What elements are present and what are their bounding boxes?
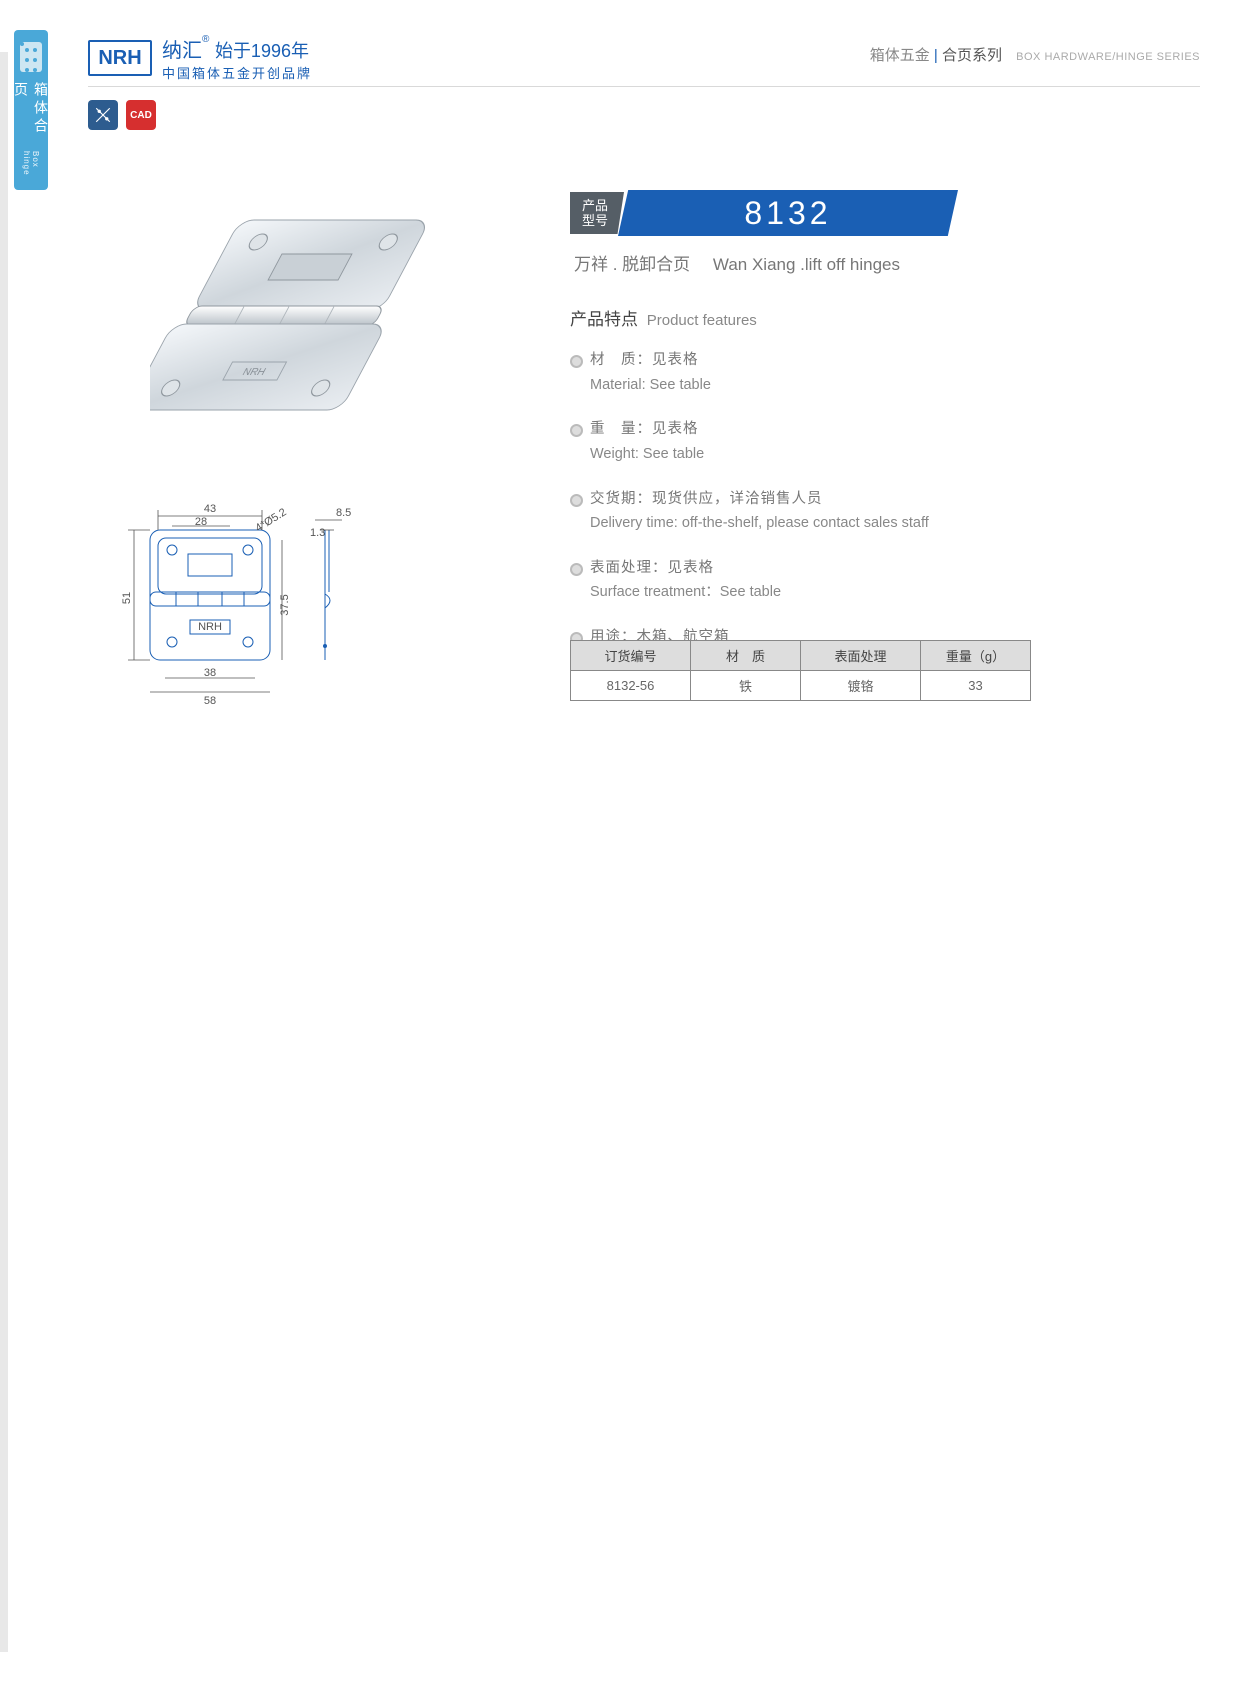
crumb-en: BOX HARDWARE/HINGE SERIES bbox=[1016, 51, 1200, 63]
table-header: 表面处理 bbox=[801, 641, 921, 671]
feature-item: 表面处理：见表格Surface treatment：See table bbox=[570, 556, 1150, 605]
crumb-zh1: 箱体五金 bbox=[870, 47, 930, 64]
subtitle-zh: 万祥 . 脱卸合页 bbox=[574, 255, 690, 274]
logo-since: 始于1996年 bbox=[215, 41, 309, 61]
cad-icon: CAD bbox=[126, 100, 156, 130]
model-row: 产品 型号 8132 bbox=[570, 190, 1150, 236]
feature-zh: 重 量：见表格 bbox=[590, 417, 1150, 442]
header-rule bbox=[88, 86, 1200, 87]
reg-mark: ® bbox=[202, 34, 209, 45]
feat-head-en: Product features bbox=[647, 312, 757, 329]
table-header: 重量（g） bbox=[921, 641, 1031, 671]
feature-zh: 表面处理：见表格 bbox=[590, 556, 1150, 581]
subtitle: 万祥 . 脱卸合页 Wan Xiang .lift off hinges bbox=[574, 250, 1150, 275]
table-cell: 33 bbox=[921, 671, 1031, 701]
table-cell: 镀铬 bbox=[801, 671, 921, 701]
feature-en: Surface treatment：See table bbox=[590, 580, 1150, 605]
features-heading: 产品特点 Product features bbox=[570, 305, 1150, 330]
feature-item: 重 量：见表格Weight: See table bbox=[570, 417, 1150, 466]
product-image: NRH bbox=[150, 190, 460, 440]
dim-85: 8.5 bbox=[336, 507, 351, 519]
badge-row: CAD bbox=[88, 100, 156, 130]
left-stripe bbox=[0, 52, 8, 1652]
logo-brand: 纳汇 bbox=[162, 40, 202, 62]
table-header: 材 质 bbox=[691, 641, 801, 671]
dim-holes: 4*Ø5.2 bbox=[253, 506, 288, 534]
breadcrumb: 箱体五金 | 合页系列 BOX HARDWARE/HINGE SERIES bbox=[870, 44, 1200, 65]
dim-58: 58 bbox=[204, 695, 216, 707]
logo-tagline: 中国箱体五金开创品牌 bbox=[162, 63, 312, 82]
dim-13: 1.3 bbox=[310, 527, 325, 539]
svg-text:NRH: NRH bbox=[198, 621, 222, 633]
side-tab: 箱体合页 Box hinge bbox=[14, 30, 48, 190]
technical-drawing: NRH bbox=[110, 480, 410, 740]
feature-item: 材 质：见表格Material: See table bbox=[570, 348, 1150, 397]
feature-item: 交货期：现货供应，详洽销售人员Delivery time: off-the-sh… bbox=[570, 487, 1150, 536]
crumb-zh2: 合页系列 bbox=[942, 47, 1002, 64]
features-list: 材 质：见表格Material: See table 重 量：见表格Weight:… bbox=[570, 348, 1150, 674]
side-tab-zh: 箱体合页 bbox=[11, 82, 51, 145]
dim-28: 28 bbox=[195, 516, 207, 528]
model-label: 产品 型号 bbox=[570, 192, 624, 234]
dim-375: 37.5 bbox=[279, 594, 291, 615]
dim-38: 38 bbox=[204, 667, 216, 679]
feature-zh: 交货期：现货供应，详洽销售人员 bbox=[590, 487, 1150, 512]
table-cell: 铁 bbox=[691, 671, 801, 701]
feature-en: Weight: See table bbox=[590, 442, 1150, 467]
model-number: 8132 bbox=[618, 190, 958, 236]
right-column: 产品 型号 8132 万祥 . 脱卸合页 Wan Xiang .lift off… bbox=[570, 190, 1150, 694]
feature-en: Delivery time: off-the-shelf, please con… bbox=[590, 511, 1150, 536]
dim-43: 43 bbox=[204, 503, 216, 515]
table-header: 订货编号 bbox=[571, 641, 691, 671]
table-row: 8132-56铁镀铬33 bbox=[571, 671, 1031, 701]
logo-mark: NRH bbox=[88, 40, 152, 76]
dim-51: 51 bbox=[121, 592, 133, 604]
feat-head-zh: 产品特点 bbox=[570, 310, 638, 329]
feature-zh: 材 质：见表格 bbox=[590, 348, 1150, 373]
subtitle-en: Wan Xiang .lift off hinges bbox=[713, 255, 900, 274]
table-cell: 8132-56 bbox=[571, 671, 691, 701]
spec-table: 订货编号材 质表面处理重量（g） 8132-56铁镀铬33 bbox=[570, 640, 1031, 701]
hinge-icon bbox=[20, 42, 42, 72]
feature-en: Material: See table bbox=[590, 373, 1150, 398]
measure-icon bbox=[88, 100, 118, 130]
header: NRH 纳汇® 始于1996年 中国箱体五金开创品牌 箱体五金 | 合页系列 B… bbox=[88, 34, 1200, 80]
side-tab-en: Box hinge bbox=[22, 151, 40, 190]
